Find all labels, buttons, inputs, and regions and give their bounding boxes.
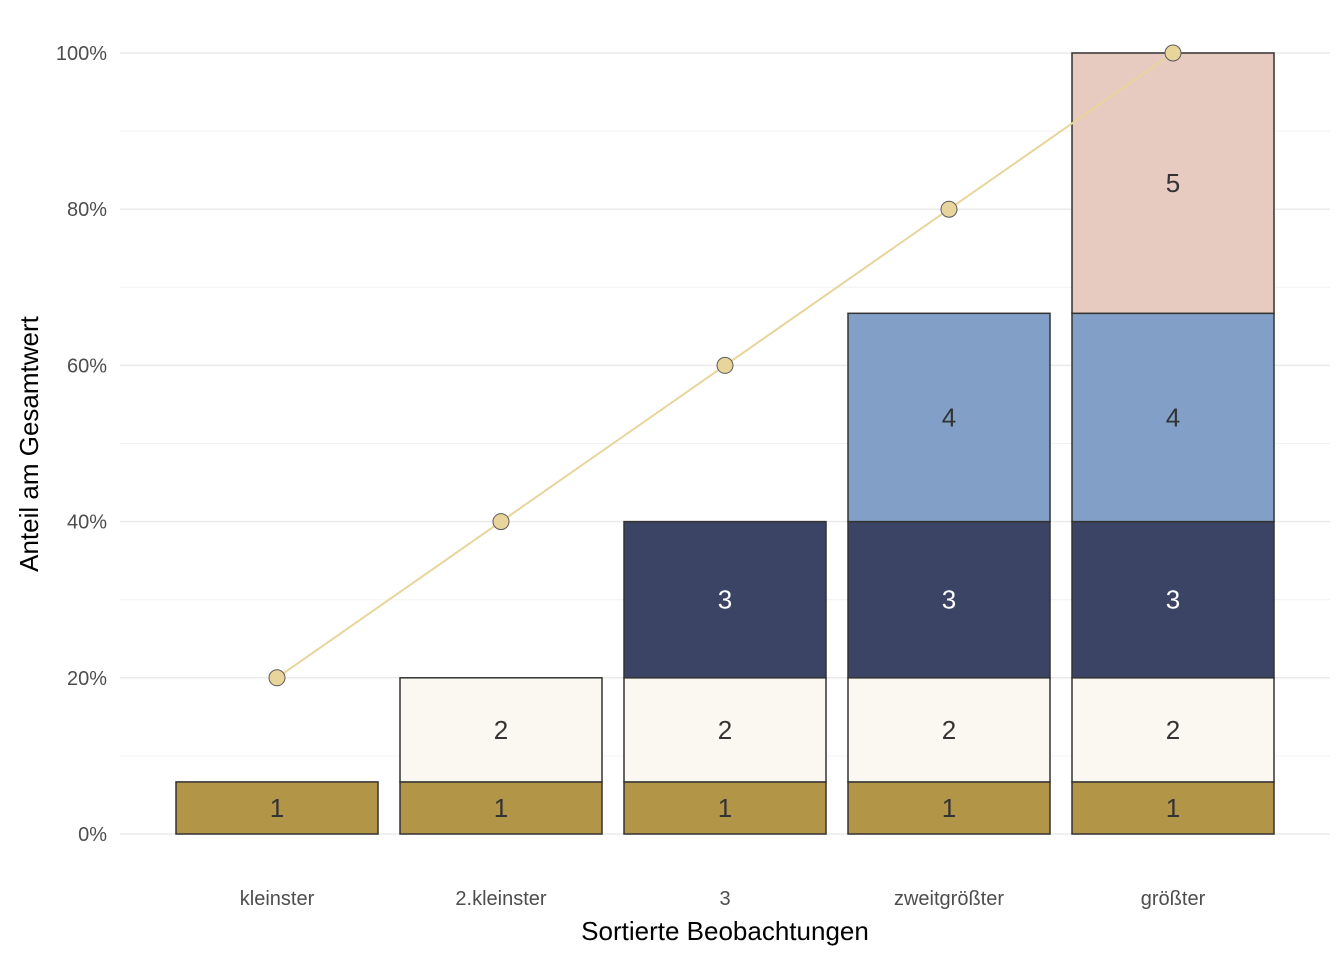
bar-segment [847,781,1051,835]
bar-segment-label: 1 [1166,793,1180,823]
bar-segment-label: 1 [942,793,956,823]
x-tick-label: 3 [719,888,730,910]
bar-segment-label: 1 [270,793,284,823]
y-tick-label: 20% [67,668,107,690]
bar-segment [399,677,603,783]
x-tick-label: kleinster [240,888,315,910]
y-axis-ticks: 0% 20% 40% 60% 80% 100% [56,43,107,846]
bar-segment-label: 2 [942,715,956,745]
y-tick-label: 40% [67,512,107,534]
bar-segment-label: 3 [942,585,956,615]
cumulative-point [1164,44,1182,62]
bar-segment [1071,312,1275,523]
bar-segment-label: 2 [718,715,732,745]
y-tick-label: 60% [67,355,107,377]
y-tick-label: 100% [56,43,107,65]
x-tick-label: 2.kleinster [455,888,546,910]
bar-segment-label: 3 [1166,585,1180,615]
bar-segment [847,312,1051,523]
y-tick-label: 0% [78,824,107,846]
bar-segment-label: 2 [1166,715,1180,745]
bar-segment-label: 2 [494,715,508,745]
bar-segment [175,781,379,835]
x-tick-label: zweitgrößter [894,888,1004,910]
bar-segment [847,677,1051,783]
y-tick-label: 80% [67,199,107,221]
x-axis-title: Sortierte Beobachtungen [581,916,869,946]
bar-segment-label: 5 [1166,168,1180,198]
bar-segment-label: 3 [718,585,732,615]
x-tick-label: größter [1141,888,1206,910]
bar-segment-label: 4 [942,402,956,432]
cumulative-point [940,200,958,218]
bar-segment [1071,52,1275,315]
bar-segment-label: 1 [494,793,508,823]
cumulative-point [268,669,286,687]
bar-segment [399,781,603,835]
bar-segment [1071,781,1275,835]
bar-segment [623,781,827,835]
bars: 1 1 2 1 2 3 1 2 3 4 1 2 3 4 5 [175,52,1275,835]
bar-segment-label: 1 [718,793,732,823]
y-axis-title: Anteil am Gesamtwert [14,315,44,572]
bar-segment [1071,677,1275,783]
cumulative-point [716,356,734,374]
cumulative-line [268,44,1182,687]
x-axis-ticks: kleinster 2.kleinster 3 zweitgrößter größter [240,888,1206,910]
cumulative-point [492,513,510,531]
bar-segment [847,520,1051,679]
bar-segment [1071,520,1275,679]
bar-segment [623,520,827,679]
bar-segment-label: 4 [1166,402,1180,432]
